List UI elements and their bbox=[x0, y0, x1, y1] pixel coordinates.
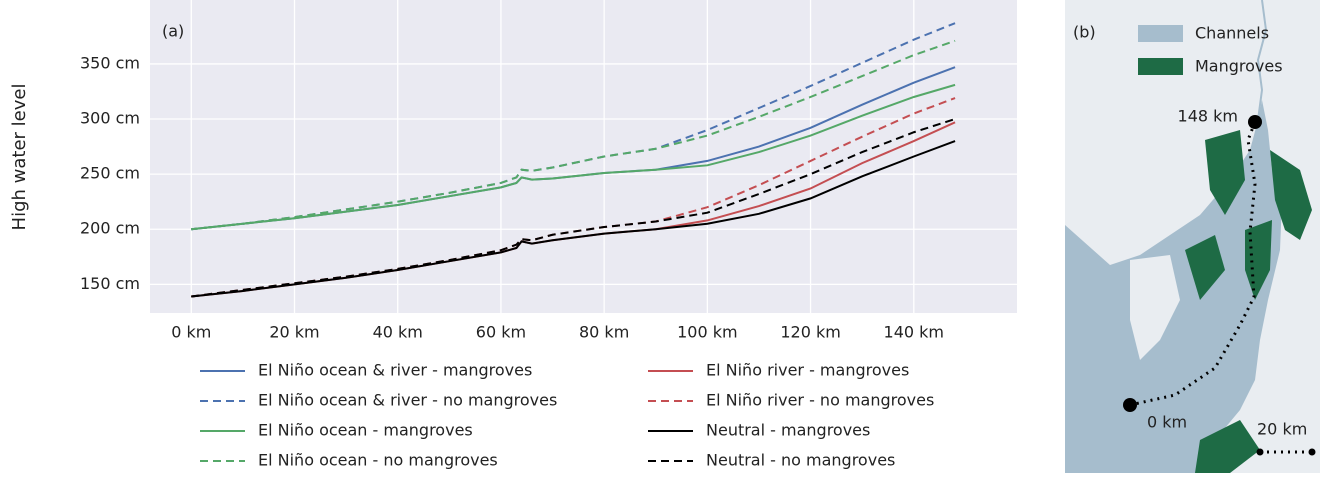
scale-end bbox=[1256, 448, 1264, 456]
legend-swatch bbox=[1138, 25, 1183, 42]
map-label: 148 km bbox=[1178, 107, 1238, 126]
legend-label: Channels bbox=[1195, 24, 1269, 43]
legend-label: El Niño ocean & river - no mangroves bbox=[258, 391, 557, 410]
legend-label: El Niño ocean & river - mangroves bbox=[258, 361, 532, 380]
mangrove bbox=[1270, 150, 1312, 240]
x-tick-label: 100 km bbox=[677, 323, 737, 342]
x-tick-label: 40 km bbox=[373, 323, 423, 342]
data-line bbox=[191, 83, 956, 231]
mangrove bbox=[1185, 235, 1225, 300]
x-tick-label: 0 km bbox=[171, 323, 211, 342]
y-tick-label: 350 cm bbox=[80, 53, 140, 72]
legend-swatch bbox=[1138, 58, 1183, 75]
legend-label: Neutral - no mangroves bbox=[706, 451, 895, 470]
x-tick-label: 80 km bbox=[579, 323, 629, 342]
data-line bbox=[191, 39, 956, 231]
mangrove bbox=[1195, 420, 1260, 473]
legend-label: Neutral - mangroves bbox=[706, 421, 870, 440]
plot-background bbox=[150, 0, 1017, 313]
legend-label: Mangroves bbox=[1195, 57, 1283, 76]
y-tick-label: 250 cm bbox=[80, 164, 140, 183]
y-tick-label: 300 cm bbox=[80, 109, 140, 128]
map-label: 0 km bbox=[1147, 413, 1187, 432]
transect-end bbox=[1123, 398, 1137, 412]
scale-end bbox=[1308, 448, 1316, 456]
legend-label: El Niño ocean - no mangroves bbox=[258, 451, 498, 470]
map-panel: (b) Channels Mangroves 148 km 0 km 20 km bbox=[1065, 0, 1320, 473]
panel-label: (a) bbox=[162, 22, 184, 41]
transect bbox=[1129, 121, 1257, 407]
transect-start bbox=[1248, 115, 1262, 129]
island bbox=[1130, 255, 1180, 360]
legend-label: El Niño ocean - mangroves bbox=[258, 421, 473, 440]
river bbox=[1256, 0, 1268, 121]
legend-label: El Niño river - no mangroves bbox=[706, 391, 934, 410]
x-tick-label: 140 km bbox=[884, 323, 944, 342]
mangrove bbox=[1205, 130, 1245, 215]
y-axis-label: High water level bbox=[9, 84, 30, 231]
x-tick-label: 20 km bbox=[269, 323, 319, 342]
data-line bbox=[191, 140, 956, 298]
legend-label: El Niño river - mangroves bbox=[706, 361, 909, 380]
x-tick-label: 120 km bbox=[780, 323, 840, 342]
x-tick-label: 60 km bbox=[476, 323, 526, 342]
y-tick-label: 150 cm bbox=[80, 274, 140, 293]
panel-label: (b) bbox=[1073, 23, 1096, 42]
scale-label: 20 km bbox=[1257, 420, 1307, 439]
y-tick-label: 200 cm bbox=[80, 219, 140, 238]
data-line bbox=[191, 118, 956, 298]
